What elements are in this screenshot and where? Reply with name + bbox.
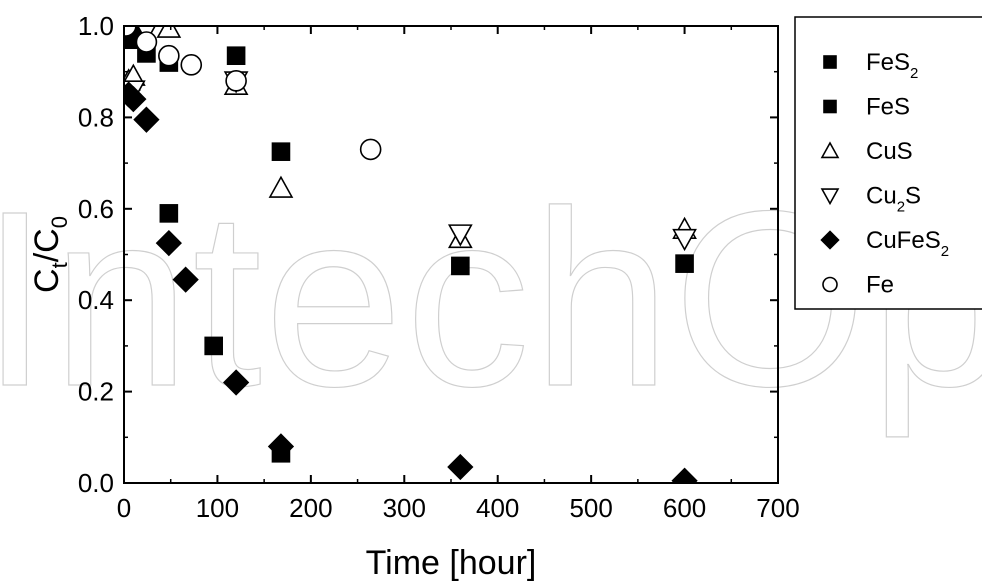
- point-fe-4: [225, 70, 247, 92]
- point-cufes2-2: [133, 106, 160, 133]
- legend-marker-fe: [822, 276, 838, 293]
- legend-label-fe: Fe: [866, 272, 894, 299]
- legend-entry-cufes2: CuFeS2: [820, 227, 949, 260]
- point-cu2s-4: [447, 224, 473, 247]
- legend-marker-fes2: [823, 55, 837, 69]
- point-cufes2-1: [124, 85, 147, 113]
- legend: FeS2 FeS CuS Cu2S CuFeS2 Fe: [794, 16, 982, 310]
- y-tick-label: 0.2: [78, 377, 114, 407]
- point-cufes2-5: [222, 369, 250, 396]
- series-fes: [137, 44, 694, 463]
- x-tick-label: 400: [476, 493, 519, 523]
- y-axis-title: Ct/C0: [28, 216, 72, 293]
- legend-entry-fes: FeS: [823, 94, 910, 121]
- x-axis-title: Time [hour]: [366, 544, 537, 582]
- series-fe: [124, 26, 382, 161]
- legend-marker-cus: [820, 141, 840, 159]
- point-cufes2-3: [155, 229, 182, 257]
- x-tick-label: 700: [756, 493, 799, 523]
- x-tick-label: 300: [383, 493, 426, 523]
- point-fe-2: [158, 44, 180, 67]
- point-fe-3: [180, 54, 203, 76]
- x-tick-label: 500: [569, 493, 612, 523]
- point-fes-2: [204, 336, 223, 356]
- legend-marker-fes: [823, 99, 837, 114]
- x-tick-label: 600: [663, 493, 706, 523]
- x-tick-label: 200: [289, 493, 332, 523]
- legend-marker-cufes2: [820, 230, 840, 250]
- point-fe-1: [135, 31, 158, 53]
- legend-label-fes: FeS: [866, 94, 910, 121]
- axes: 0 100 200 300 400 500 600 700 0.0 0.2 0.4 0.6 0.8 1.0…: [28, 11, 800, 582]
- y-tick-label: 1.0: [78, 11, 114, 41]
- point-fe-5: [359, 138, 382, 161]
- point-cus-2: [156, 26, 182, 38]
- point-fe-0: [124, 26, 137, 37]
- y-tick-label: 0.6: [78, 194, 114, 224]
- point-fes-6: [675, 254, 694, 273]
- y-tick-label: 0.4: [78, 285, 114, 315]
- legend-label-cus: CuS: [866, 138, 913, 165]
- series-cufes2: [124, 81, 698, 483]
- y-tick-label: 0.8: [78, 102, 114, 132]
- legend-label-fes2: FeS2: [866, 49, 918, 82]
- point-cufes2-6: [267, 433, 295, 460]
- plot-area: [124, 26, 698, 483]
- y-tick-label: 0.0: [78, 468, 114, 498]
- legend-entry-cus: CuS: [820, 138, 913, 165]
- legend-marker-cu2s: [820, 188, 840, 206]
- legend-label-cu2s: Cu2S: [866, 183, 921, 216]
- point-fes-5: [451, 256, 470, 276]
- legend-entry-cu2s: Cu2S: [820, 183, 921, 216]
- point-cufes2-4: [172, 266, 199, 293]
- point-cu2s-5: [672, 228, 697, 252]
- point-cufes2-7: [447, 453, 474, 481]
- legend-entry-fes2: FeS2: [823, 49, 918, 82]
- legend-entry-fe: Fe: [822, 272, 894, 299]
- legend-label-cufes2: CuFeS2: [866, 227, 949, 260]
- x-tick-label: 100: [196, 493, 239, 523]
- point-fes2-3: [226, 46, 246, 66]
- point-fes-1: [159, 204, 179, 223]
- point-cus-4: [268, 175, 294, 198]
- point-fes-3: [271, 142, 291, 161]
- x-tick-label: 0: [117, 493, 131, 523]
